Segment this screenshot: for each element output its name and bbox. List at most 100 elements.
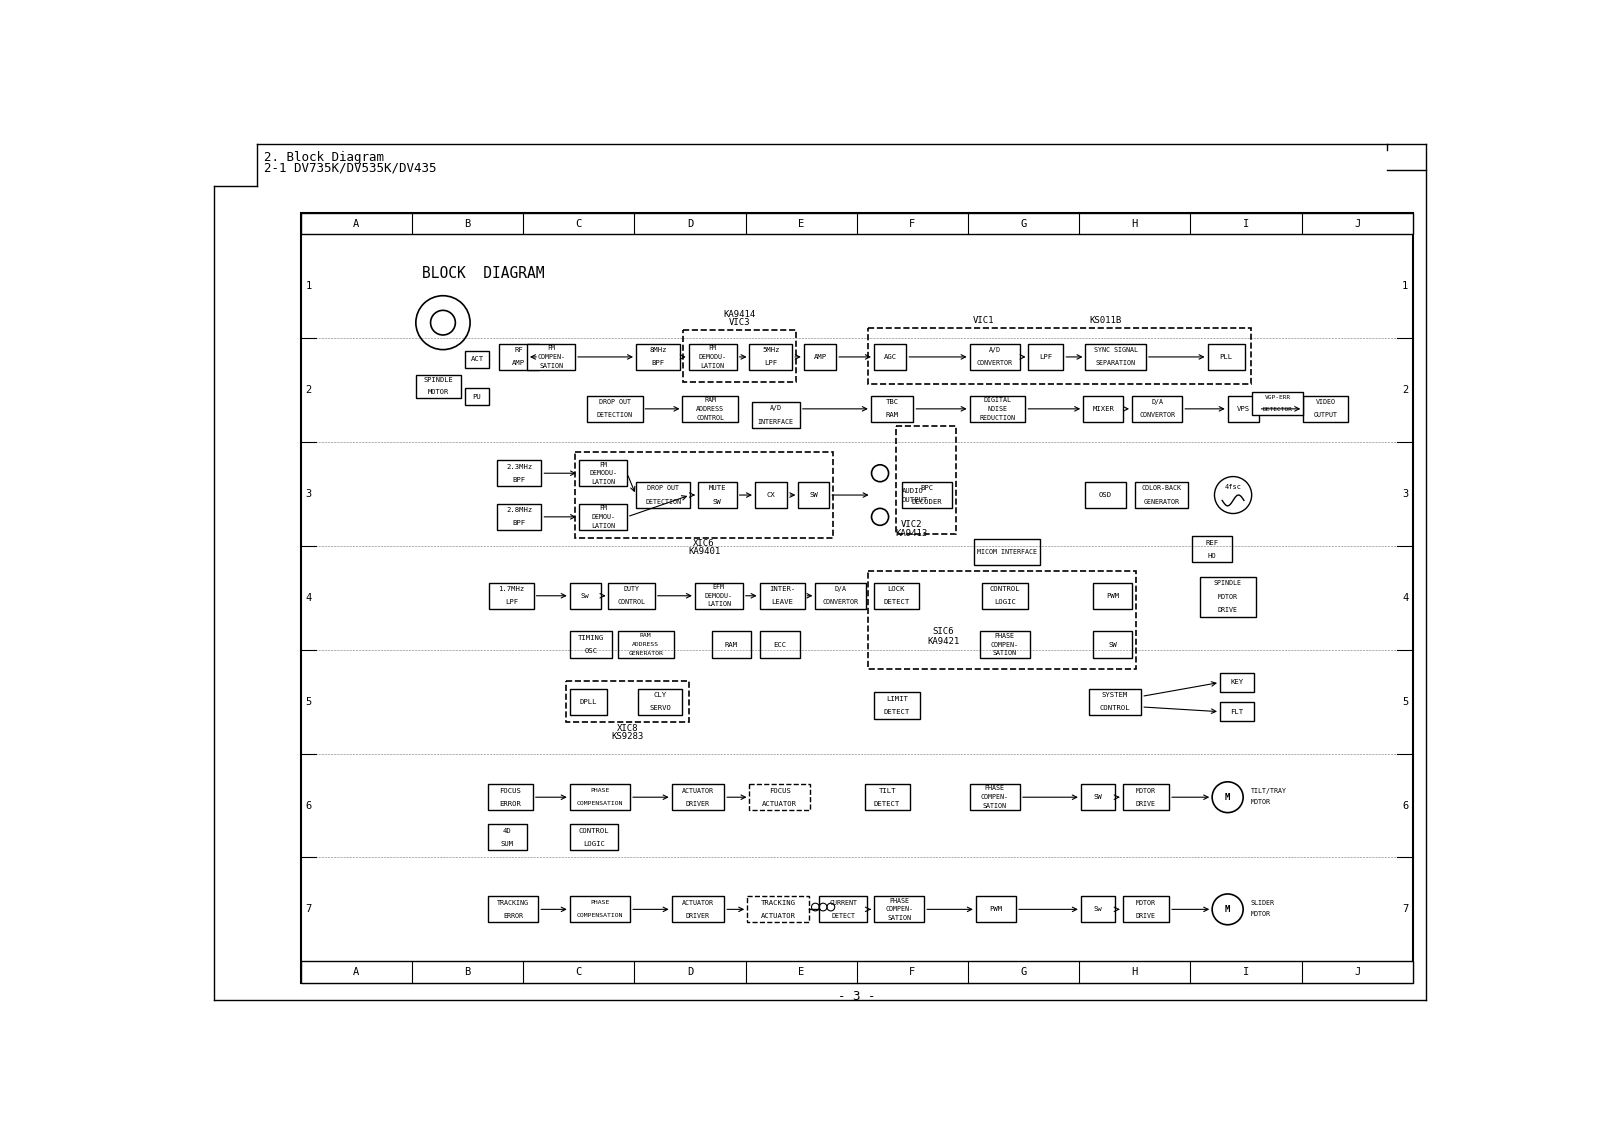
- Text: LEAVE: LEAVE: [771, 599, 794, 606]
- Text: MOTOR: MOTOR: [1136, 900, 1155, 906]
- Bar: [970, 396, 1026, 422]
- Bar: [752, 402, 800, 428]
- Bar: [694, 583, 742, 609]
- Text: DEMODU-: DEMODU-: [706, 593, 733, 599]
- Text: SW: SW: [810, 492, 818, 498]
- Text: SW: SW: [1093, 795, 1102, 800]
- Text: FM: FM: [598, 462, 606, 468]
- Bar: [1208, 344, 1245, 370]
- Bar: [819, 897, 867, 923]
- Bar: [1085, 344, 1146, 370]
- Text: KA9414: KA9414: [723, 310, 755, 319]
- Bar: [464, 388, 490, 405]
- Text: GENERATOR: GENERATOR: [629, 651, 662, 655]
- Text: AMP: AMP: [512, 360, 525, 367]
- Text: SPINDLE: SPINDLE: [1214, 581, 1242, 586]
- Bar: [864, 784, 909, 811]
- Text: LPF: LPF: [506, 599, 518, 606]
- Text: PU: PU: [472, 394, 482, 400]
- Text: ECC: ECC: [773, 642, 786, 648]
- Text: 8MHz: 8MHz: [650, 348, 667, 353]
- Text: DEMODU-: DEMODU-: [589, 470, 618, 477]
- Bar: [416, 375, 461, 397]
- Text: 2. Block Diagram: 2. Block Diagram: [264, 151, 384, 164]
- Bar: [760, 632, 800, 658]
- Text: A/D: A/D: [770, 405, 782, 411]
- Text: RAM: RAM: [640, 633, 651, 638]
- Bar: [1083, 396, 1123, 422]
- Bar: [498, 504, 541, 530]
- Bar: [698, 482, 736, 508]
- Bar: [869, 572, 1136, 669]
- Text: TBC: TBC: [885, 400, 899, 405]
- Text: G: G: [1021, 967, 1027, 977]
- Text: SATION: SATION: [994, 650, 1018, 657]
- Text: I: I: [1243, 967, 1250, 977]
- Text: HO: HO: [1208, 552, 1216, 559]
- Bar: [982, 583, 1029, 609]
- Text: COMPEN-: COMPEN-: [538, 354, 565, 360]
- Bar: [976, 897, 1016, 923]
- Text: MOTOR: MOTOR: [1251, 799, 1270, 805]
- Text: ACTUATOR: ACTUATOR: [682, 788, 714, 794]
- Text: TRACKING: TRACKING: [760, 900, 795, 906]
- Text: 4: 4: [1402, 593, 1408, 603]
- Bar: [618, 632, 674, 658]
- Bar: [816, 583, 866, 609]
- Text: Sw: Sw: [1093, 907, 1102, 912]
- Text: SATION: SATION: [539, 362, 563, 369]
- Bar: [1134, 482, 1187, 508]
- Text: - 3 -: - 3 -: [838, 990, 875, 1003]
- Text: VGP-ERR: VGP-ERR: [1264, 395, 1291, 401]
- Bar: [803, 344, 837, 370]
- Bar: [1227, 396, 1259, 422]
- Text: PLL: PLL: [1219, 354, 1232, 360]
- Bar: [747, 897, 810, 923]
- Text: DEMOU-: DEMOU-: [590, 514, 614, 520]
- Text: H: H: [1131, 218, 1138, 229]
- Text: SYSTEM: SYSTEM: [1102, 692, 1128, 698]
- Bar: [526, 344, 574, 370]
- Text: XIC6: XIC6: [693, 539, 715, 548]
- Text: PHASE: PHASE: [890, 898, 909, 903]
- Bar: [896, 426, 957, 534]
- Text: ADDRESS: ADDRESS: [696, 406, 725, 412]
- Text: DRIVER: DRIVER: [686, 800, 710, 807]
- Text: 4fsc: 4fsc: [1224, 484, 1242, 490]
- Text: REDUCTION: REDUCTION: [979, 414, 1016, 421]
- Bar: [974, 539, 1040, 565]
- Text: DRIVE: DRIVE: [1136, 800, 1155, 807]
- Bar: [749, 344, 792, 370]
- Text: C: C: [576, 967, 582, 977]
- Bar: [498, 460, 541, 487]
- Text: DRIVE: DRIVE: [1136, 912, 1155, 919]
- Text: ADDRESS: ADDRESS: [632, 642, 659, 648]
- Bar: [1029, 344, 1064, 370]
- Text: 2-1 DV735K/DV535K/DV435: 2-1 DV735K/DV535K/DV435: [264, 162, 437, 174]
- Text: BLOCK  DIAGRAM: BLOCK DIAGRAM: [422, 266, 544, 282]
- Bar: [688, 344, 736, 370]
- Bar: [1093, 632, 1131, 658]
- Text: PHASE: PHASE: [590, 788, 610, 794]
- Bar: [902, 482, 952, 508]
- Bar: [1093, 583, 1131, 609]
- Text: PWM: PWM: [989, 907, 1003, 912]
- Text: KA9401: KA9401: [688, 547, 720, 556]
- Bar: [570, 632, 613, 658]
- Text: 4: 4: [306, 593, 312, 603]
- Text: CONTROL: CONTROL: [618, 599, 646, 606]
- Text: DETECT: DETECT: [832, 912, 856, 919]
- Text: CONTROL: CONTROL: [578, 827, 610, 833]
- Text: DUTY: DUTY: [624, 586, 640, 592]
- Bar: [798, 482, 829, 508]
- Text: CONVERTOR: CONVERTOR: [1139, 412, 1174, 419]
- Text: 1: 1: [1402, 282, 1408, 291]
- Text: DETECTION: DETECTION: [597, 412, 632, 419]
- Bar: [672, 784, 725, 811]
- Text: DIGITAL: DIGITAL: [984, 397, 1011, 403]
- Text: KEY: KEY: [1230, 679, 1243, 686]
- Text: DETECT: DETECT: [883, 599, 909, 606]
- Bar: [499, 344, 539, 370]
- Text: RAM: RAM: [885, 412, 899, 419]
- Text: DROP OUT: DROP OUT: [598, 400, 630, 405]
